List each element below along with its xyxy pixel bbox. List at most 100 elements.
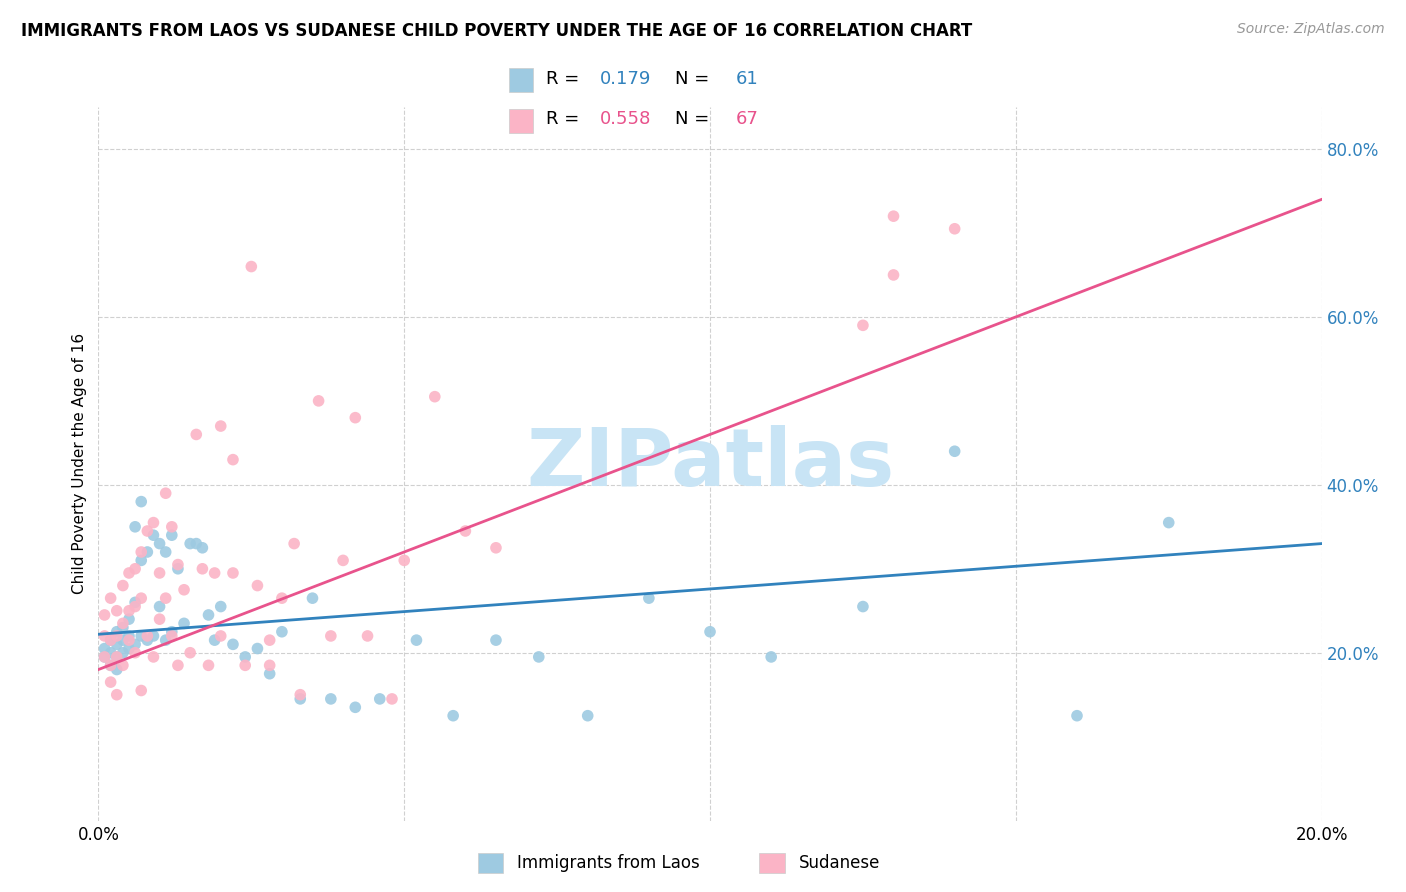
Point: [149, 599, 172, 614]
Point: [149, 612, 172, 626]
Point: [405, 633, 427, 648]
Point: [423, 390, 446, 404]
Point: [136, 633, 159, 648]
Point: [142, 516, 165, 530]
Point: [93, 629, 115, 643]
Point: [105, 604, 128, 618]
Point: [111, 616, 134, 631]
Point: [233, 658, 256, 673]
Text: ZIPatlas: ZIPatlas: [526, 425, 894, 503]
Point: [454, 524, 477, 538]
Point: [124, 599, 146, 614]
Point: [246, 578, 269, 592]
Point: [136, 524, 159, 538]
Point: [149, 566, 172, 580]
Point: [167, 558, 190, 572]
Point: [246, 641, 269, 656]
Y-axis label: Child Poverty Under the Age of 16: Child Poverty Under the Age of 16: [72, 334, 87, 594]
Point: [1066, 708, 1088, 723]
Point: [118, 633, 141, 648]
Point: [186, 536, 208, 550]
Point: [100, 646, 122, 660]
Point: [209, 629, 232, 643]
Point: [167, 562, 190, 576]
Point: [136, 545, 159, 559]
FancyBboxPatch shape: [478, 853, 503, 872]
Point: [699, 624, 721, 639]
Text: R =: R =: [547, 70, 585, 88]
Point: [308, 393, 330, 408]
Point: [160, 528, 183, 542]
Point: [93, 641, 115, 656]
Point: [105, 637, 128, 651]
Point: [124, 520, 146, 534]
Point: [319, 629, 342, 643]
Point: [197, 658, 219, 673]
Text: R =: R =: [547, 110, 585, 128]
Point: [301, 591, 323, 606]
Text: N =: N =: [675, 110, 714, 128]
Point: [142, 649, 165, 664]
Point: [204, 633, 226, 648]
Point: [943, 221, 966, 235]
Point: [290, 692, 312, 706]
Point: [167, 658, 190, 673]
FancyBboxPatch shape: [759, 853, 785, 872]
Point: [485, 541, 508, 555]
Point: [222, 452, 245, 467]
Point: [392, 553, 416, 567]
Point: [93, 649, 115, 664]
Text: Source: ZipAtlas.com: Source: ZipAtlas.com: [1237, 22, 1385, 37]
Point: [160, 629, 183, 643]
Point: [883, 209, 905, 223]
Point: [759, 649, 782, 664]
Point: [124, 595, 146, 609]
Point: [155, 633, 177, 648]
Point: [118, 604, 141, 618]
Text: IMMIGRANTS FROM LAOS VS SUDANESE CHILD POVERTY UNDER THE AGE OF 16 CORRELATION C: IMMIGRANTS FROM LAOS VS SUDANESE CHILD P…: [21, 22, 973, 40]
Point: [129, 494, 152, 508]
Point: [319, 692, 342, 706]
Point: [852, 318, 875, 333]
Text: 0.558: 0.558: [600, 110, 652, 128]
Point: [441, 708, 464, 723]
Point: [186, 427, 208, 442]
Point: [222, 637, 245, 651]
Point: [179, 536, 201, 550]
Point: [283, 536, 305, 550]
Point: [155, 486, 177, 500]
Point: [118, 629, 141, 643]
Point: [160, 624, 183, 639]
Point: [204, 566, 226, 580]
Point: [105, 649, 128, 664]
Point: [155, 591, 177, 606]
Point: [105, 624, 128, 639]
Point: [381, 692, 404, 706]
Point: [100, 658, 122, 673]
Point: [124, 562, 146, 576]
Point: [142, 528, 165, 542]
Point: [209, 419, 232, 434]
Point: [259, 658, 281, 673]
Point: [136, 629, 159, 643]
Point: [100, 658, 122, 673]
Point: [883, 268, 905, 282]
Text: 61: 61: [735, 70, 758, 88]
Point: [105, 629, 128, 643]
Point: [118, 641, 141, 656]
Point: [259, 633, 281, 648]
Point: [209, 599, 232, 614]
Point: [173, 582, 195, 597]
Point: [240, 260, 263, 274]
Point: [105, 649, 128, 664]
FancyBboxPatch shape: [509, 68, 533, 92]
Point: [637, 591, 661, 606]
Point: [111, 633, 134, 648]
Point: [270, 591, 292, 606]
Point: [149, 536, 172, 550]
Point: [124, 637, 146, 651]
Point: [111, 658, 134, 673]
Point: [111, 646, 134, 660]
Point: [259, 666, 281, 681]
Point: [852, 599, 875, 614]
